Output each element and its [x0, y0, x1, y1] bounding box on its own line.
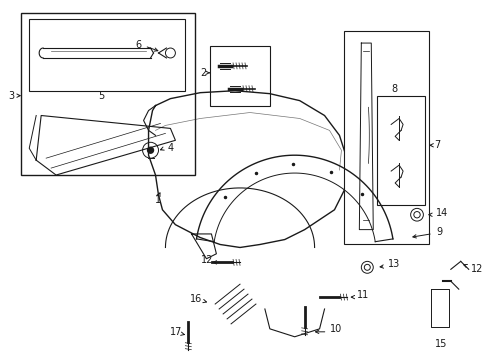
Text: 8: 8 — [390, 84, 396, 94]
Text: 15: 15 — [434, 339, 446, 349]
Text: 4: 4 — [167, 143, 173, 153]
Text: 2: 2 — [200, 68, 206, 78]
Bar — [29, 19, 185, 91]
Text: 3: 3 — [8, 91, 14, 101]
Text: 11: 11 — [357, 290, 369, 300]
Text: 12: 12 — [470, 264, 482, 274]
Bar — [376, 96, 424, 205]
Text: 5: 5 — [98, 91, 104, 101]
Text: 7: 7 — [433, 140, 439, 150]
Text: 12: 12 — [201, 255, 213, 265]
Text: 13: 13 — [387, 259, 400, 269]
Bar — [21, 13, 195, 175]
Text: 10: 10 — [329, 324, 341, 334]
Bar — [344, 31, 428, 244]
Text: 14: 14 — [435, 208, 447, 218]
Text: 6: 6 — [135, 40, 142, 50]
Bar — [210, 46, 269, 105]
Text: 9: 9 — [435, 226, 441, 237]
Circle shape — [147, 147, 153, 153]
Text: 1: 1 — [155, 195, 161, 205]
Text: 16: 16 — [190, 294, 202, 304]
Text: 17: 17 — [170, 327, 182, 337]
